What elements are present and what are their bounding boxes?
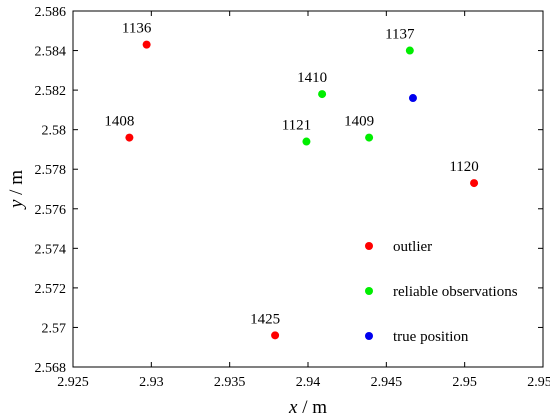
y-tick-label: 2.572	[35, 282, 67, 297]
x-tick-label: 2.955	[527, 375, 550, 390]
data-point-label: 1120	[449, 159, 478, 175]
y-tick-label: 2.574	[35, 242, 67, 257]
plot-area-frame	[72, 10, 544, 368]
x-tick-label: 2.95	[452, 375, 477, 390]
x-tick-label: 2.93	[139, 375, 164, 390]
data-point	[271, 331, 280, 340]
data-point-label: 1408	[104, 114, 134, 130]
y-tick-label: 2.58	[42, 124, 67, 139]
x-tick-label: 2.925	[57, 375, 89, 390]
data-point-label: 1409	[344, 114, 374, 130]
y-tick-label: 2.584	[35, 45, 67, 60]
y-axis-ticks: 2.568 2.57 2.572 2.574 2.576 2.578 2.58 2.582 2.…	[35, 5, 543, 376]
data-point	[470, 179, 479, 188]
x-axis-variable: x	[288, 397, 298, 418]
legend: outlier reliable observations true positio…	[365, 239, 518, 345]
legend-marker	[365, 332, 373, 340]
data-point	[125, 133, 134, 142]
legend-marker	[365, 242, 373, 250]
x-axis-ticks: 2.925 2.93 2.935 2.94 2.945 2.95 2.955	[57, 11, 550, 390]
legend-marker	[365, 287, 373, 295]
y-axis-title: y / m	[6, 170, 27, 210]
x-axis-title: x / m	[288, 397, 327, 418]
data-point	[142, 40, 151, 49]
y-axis-unit: / m	[6, 170, 27, 200]
data-point	[408, 94, 417, 103]
legend-label: true position	[393, 329, 469, 345]
y-tick-label: 2.582	[35, 84, 67, 99]
x-tick-label: 2.935	[214, 375, 246, 390]
data-point-label: 1121	[282, 118, 311, 134]
y-tick-label: 2.578	[35, 163, 67, 178]
data-points: 1136 1408 1120 1425 1410 1137 1409 1121	[104, 21, 479, 340]
data-point-label: 1136	[122, 21, 152, 37]
data-point	[405, 46, 414, 55]
y-tick-label: 2.57	[42, 321, 67, 336]
data-point-label: 1425	[250, 311, 280, 327]
y-tick-label: 2.568	[35, 361, 67, 376]
data-point-label: 1410	[297, 70, 327, 86]
y-axis-variable: y	[6, 199, 27, 210]
legend-label: outlier	[393, 239, 432, 255]
y-tick-label: 2.586	[35, 5, 67, 20]
x-tick-label: 2.945	[371, 375, 403, 390]
legend-label: reliable observations	[393, 284, 518, 300]
data-point-label: 1137	[385, 27, 415, 43]
x-tick-label: 2.94	[296, 375, 321, 390]
data-point	[302, 137, 311, 146]
data-point	[365, 133, 374, 142]
data-point	[318, 90, 327, 99]
x-axis-unit: / m	[297, 397, 327, 418]
y-tick-label: 2.576	[35, 203, 67, 218]
